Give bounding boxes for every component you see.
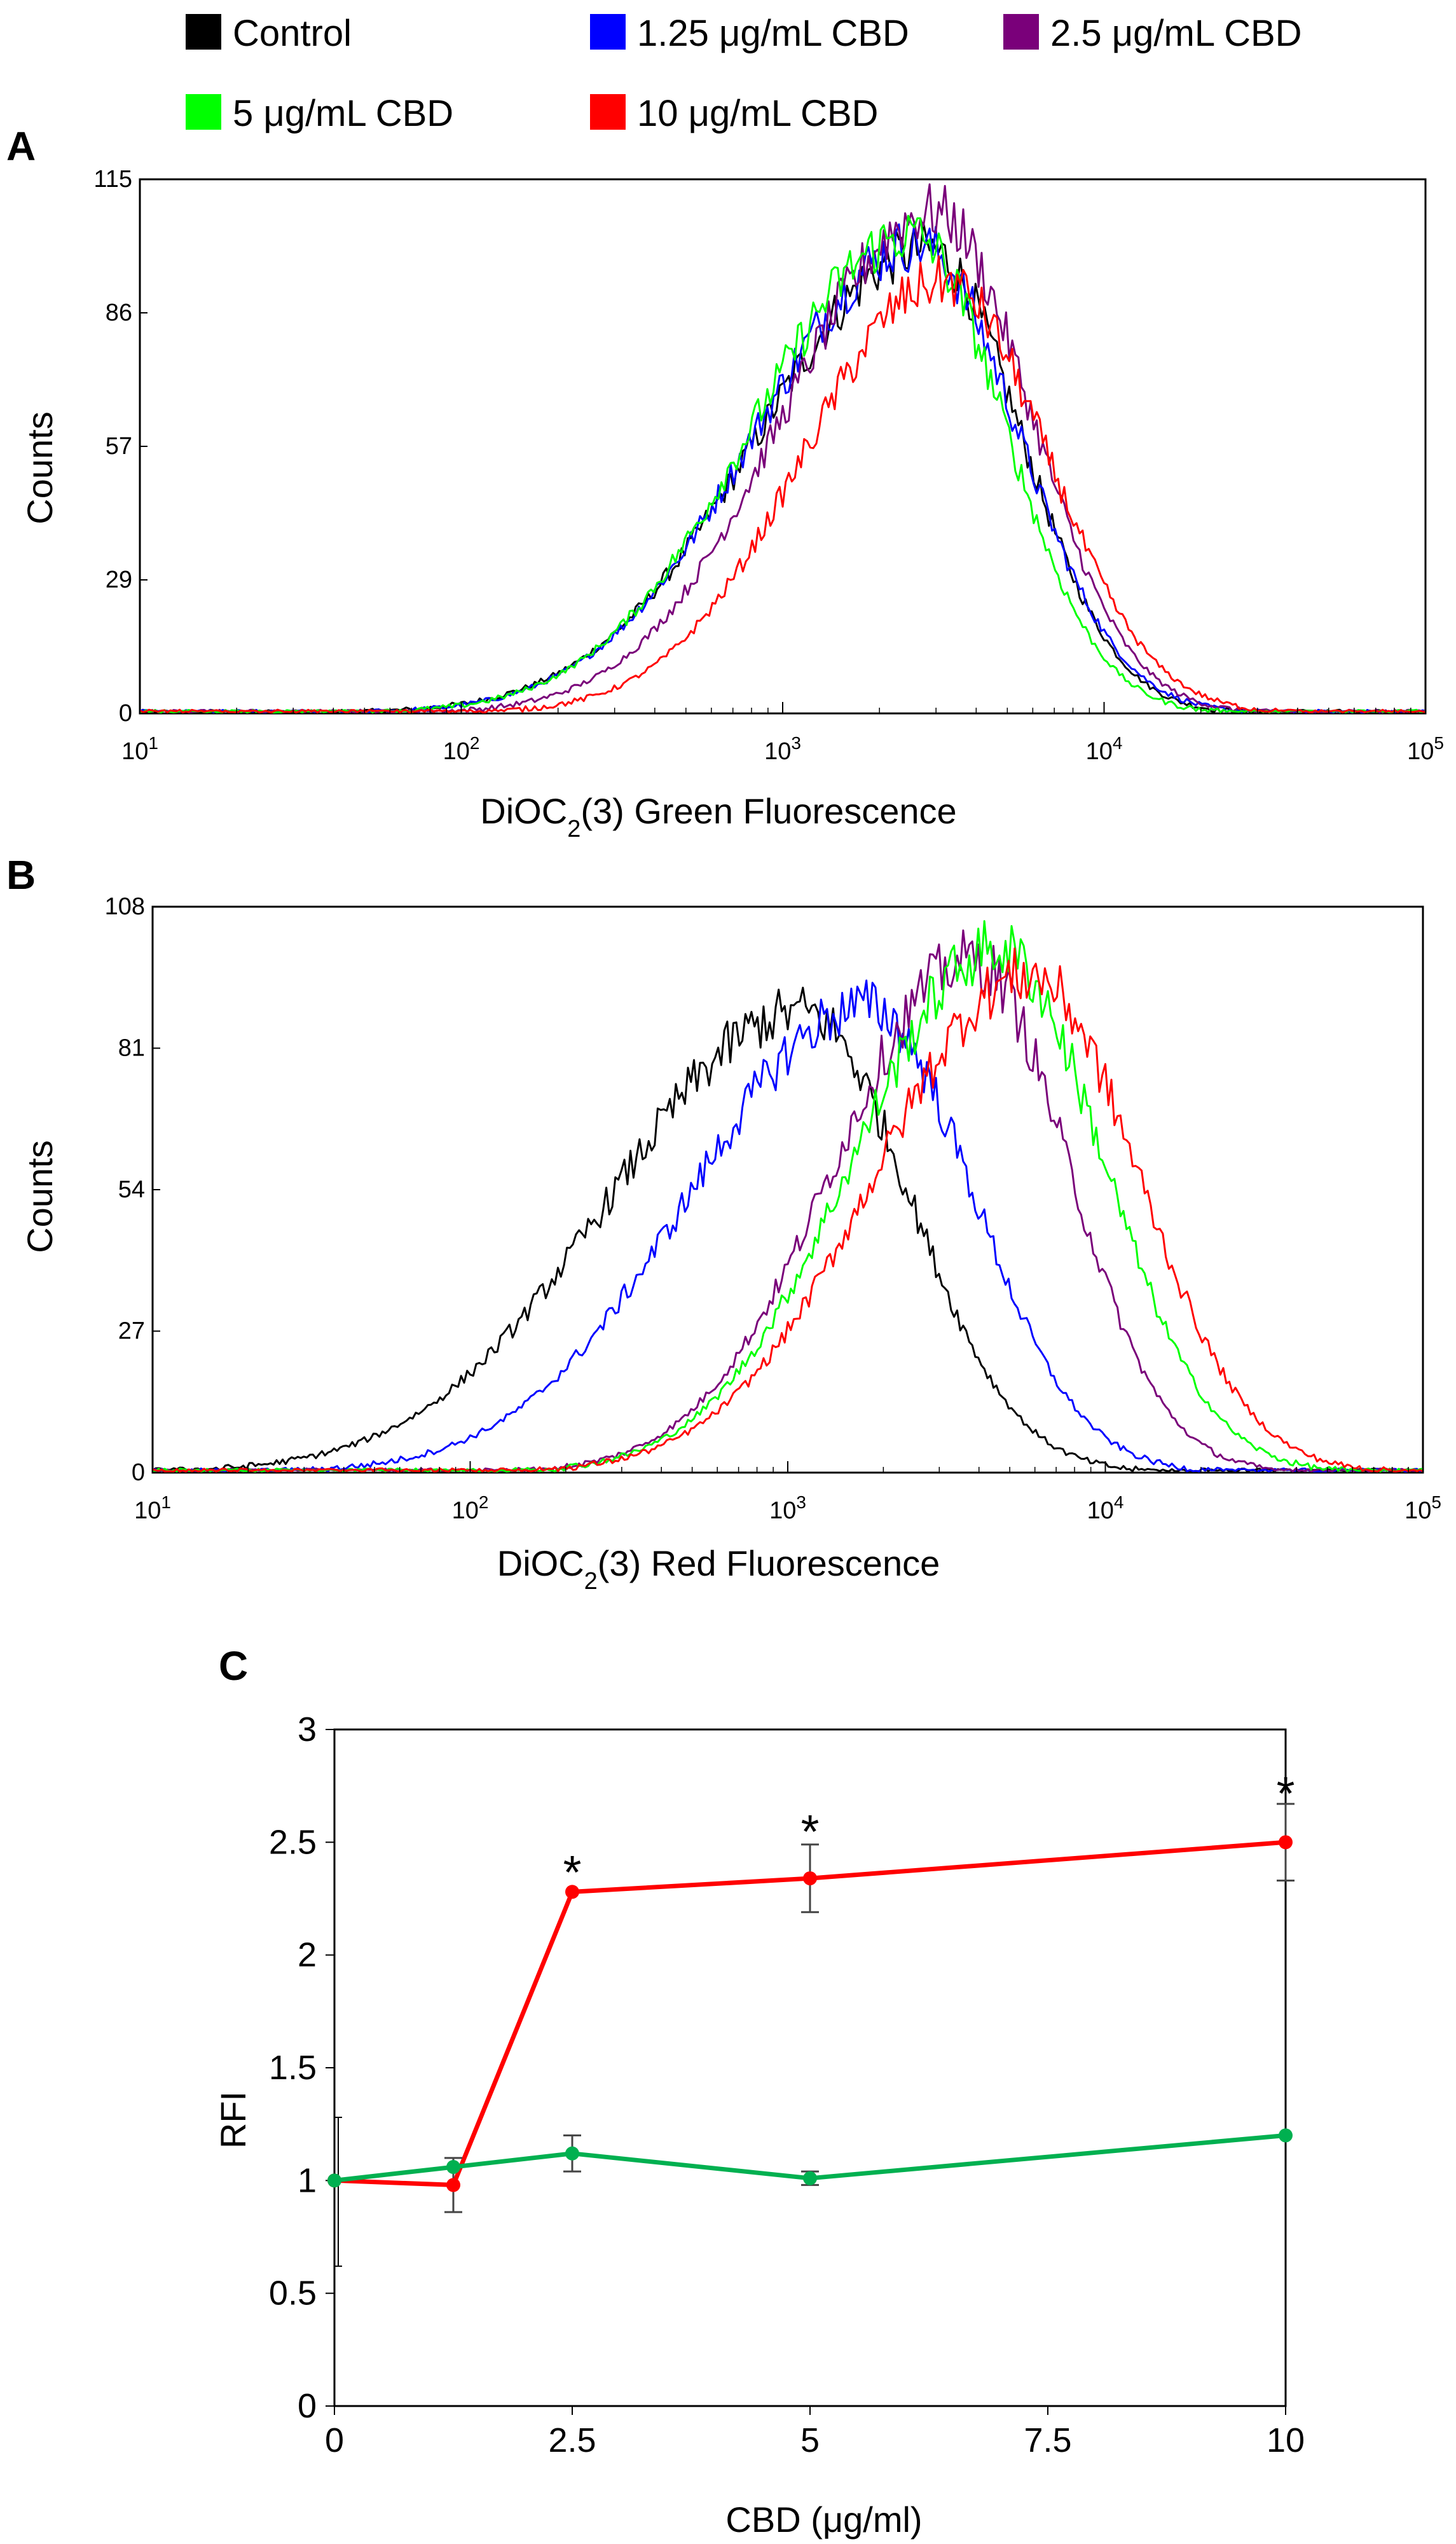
panel-a: A Counts DiOC2(3) Green Fluorescence 0 29… <box>6 123 1444 842</box>
panel-a-ytick-label: 57 <box>106 433 132 460</box>
panel-a-ylabel: Counts <box>20 411 60 524</box>
panel-c-ylabel: RFI <box>213 2091 253 2149</box>
panel-a-ytick-label: 115 <box>93 166 132 193</box>
panel-c-ytick-label: 0.5 <box>269 2274 317 2313</box>
panel-a-xtick-label: 102 <box>443 733 480 765</box>
panel-c-xtick-label: 7.5 <box>1024 2421 1071 2459</box>
panel-c-xtick-label: 2.5 <box>548 2421 596 2459</box>
legend-label-5: 5 μg/mL CBD <box>233 93 453 134</box>
legend-label-2-5: 2.5 μg/mL CBD <box>1050 13 1302 54</box>
panel-c-point <box>803 2171 817 2185</box>
panel-c-point <box>446 2178 460 2192</box>
panel-c-ytick-label: 2 <box>298 1936 317 1974</box>
panel-c-point <box>565 1885 579 1899</box>
panel-b-series-4 <box>152 947 1424 1473</box>
panel-a-series-4 <box>139 255 1426 713</box>
panel-c-xlabel: CBD (μg/ml) <box>725 2499 922 2540</box>
legend-swatch-5 <box>186 94 221 130</box>
panel-a-xtick-label: 101 <box>121 733 158 765</box>
legend-swatch-1-25 <box>590 14 626 50</box>
panel-a-xlabel-sub: 2 <box>567 816 580 842</box>
panel-a-series-2 <box>139 183 1426 713</box>
panel-c-point <box>1279 1835 1293 1850</box>
panel-b-series-1 <box>152 979 1424 1473</box>
panel-label-b: B <box>6 852 36 898</box>
panel-b-ytick-label: 27 <box>118 1318 145 1345</box>
panel-c-ytick-label: 0 <box>298 2387 317 2425</box>
legend-swatch-10 <box>590 94 626 130</box>
panel-c-xtick-label: 5 <box>800 2421 820 2459</box>
panel-b-xtick-label: 103 <box>769 1492 806 1524</box>
panel-b-series-3 <box>152 920 1424 1473</box>
legend-item-1-25: 1.25 μg/mL CBD <box>590 13 909 54</box>
panel-c-significance-star: * <box>563 1846 582 1899</box>
panel-c-ytick-label: 1 <box>298 2161 317 2199</box>
panel-c: C RFI CBD (μg/ml) 0 0.5 1 1.5 2 2.5 3 0 2.5 5 7.5 1… <box>213 1643 1305 2540</box>
panel-b-xtick-label: 101 <box>134 1492 171 1524</box>
panel-b-xlabel-pre: DiOC <box>497 1543 584 1583</box>
panel-b: B Counts DiOC2(3) Red Fluorescence 0 27 54… <box>6 852 1441 1595</box>
legend-swatch-control <box>186 14 221 50</box>
legend-swatch-2-5 <box>1003 14 1039 50</box>
panel-c-ytick-label: 1.5 <box>269 2049 317 2087</box>
panel-a-ytick-label: 29 <box>106 567 132 593</box>
panel-c-significance-star: * <box>801 1805 820 1858</box>
panel-a-xlabel-pre: DiOC <box>480 791 567 831</box>
panel-b-xtick-label: 102 <box>452 1492 489 1524</box>
panel-c-ytick-label: 2.5 <box>269 1823 317 1861</box>
panel-a-ytick-label: 0 <box>119 700 132 727</box>
panel-c-significance-star: * <box>1277 1767 1295 1820</box>
panel-b-xtick-label: 104 <box>1087 1492 1124 1524</box>
panel-a-xlabel-post: (3) Green Fluorescence <box>580 791 956 831</box>
panel-label-c: C <box>219 1643 248 1689</box>
legend-label-control: Control <box>233 13 352 54</box>
panel-b-ylabel: Counts <box>20 1140 60 1253</box>
legend-item-10: 10 μg/mL CBD <box>590 93 878 134</box>
legend-item-5: 5 μg/mL CBD <box>186 93 453 134</box>
legend-item-2-5: 2.5 μg/mL CBD <box>1003 13 1302 54</box>
legend-label-1-25: 1.25 μg/mL CBD <box>637 13 909 54</box>
panel-b-ytick-label: 54 <box>118 1176 145 1203</box>
legend-item-control: Control <box>186 13 352 54</box>
panel-b-xlabel-sub: 2 <box>584 1568 598 1595</box>
panel-c-point <box>446 2160 460 2175</box>
panel-label-a: A <box>6 123 36 169</box>
panel-c-point <box>327 2173 341 2188</box>
panel-c-xtick-label: 10 <box>1267 2421 1305 2459</box>
panel-c-ytick-label: 3 <box>298 1710 317 1749</box>
panel-b-xtick-label: 105 <box>1404 1492 1441 1524</box>
panel-a-xtick-label: 105 <box>1407 733 1444 765</box>
panel-a-xlabel: DiOC2(3) Green Fluorescence <box>480 791 956 842</box>
legend-label-10: 10 μg/mL CBD <box>637 93 878 134</box>
panel-c-point <box>565 2146 579 2161</box>
panel-b-ytick-label: 108 <box>105 893 145 920</box>
panel-b-ytick-label: 81 <box>118 1035 145 1062</box>
panel-b-ytick-label: 0 <box>132 1459 145 1486</box>
panel-b-xlabel: DiOC2(3) Red Fluorescence <box>497 1543 940 1595</box>
panel-c-point <box>803 1871 817 1886</box>
panel-c-xtick-label: 0 <box>325 2421 344 2459</box>
panel-c-point <box>1279 2128 1293 2143</box>
panel-a-ytick-label: 86 <box>106 299 132 326</box>
legend: Control 1.25 μg/mL CBD 2.5 μg/mL CBD 5 μ… <box>186 13 1302 134</box>
panel-a-xtick-label: 103 <box>764 733 801 765</box>
panel-b-xlabel-post: (3) Red Fluorescence <box>598 1543 940 1583</box>
panel-a-xtick-label: 104 <box>1086 733 1123 765</box>
